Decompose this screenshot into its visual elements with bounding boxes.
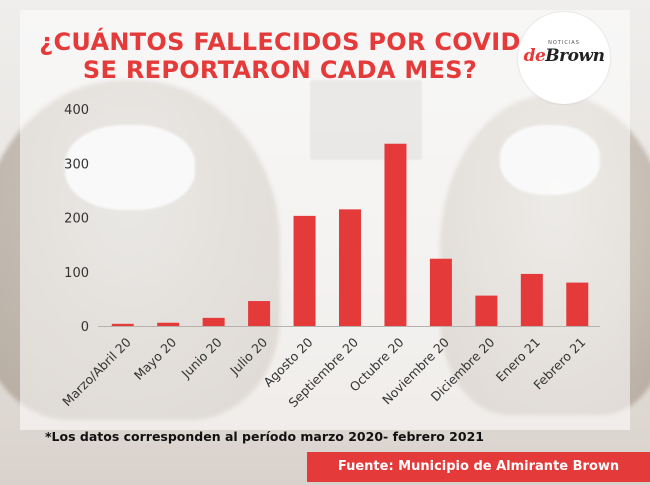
bar xyxy=(429,258,452,326)
bar xyxy=(384,143,407,326)
source-banner: Fuente: Municipio de Almirante Brown xyxy=(307,452,650,482)
bar xyxy=(566,282,589,326)
logo-suffix: Brown xyxy=(545,46,605,66)
y-tick-label: 0 xyxy=(81,320,89,335)
y-tick-label: 200 xyxy=(64,212,89,227)
bar xyxy=(339,209,361,326)
debrown-logo: NOTICIAS deBrown xyxy=(518,12,610,104)
x-tick-label: Junio 20 xyxy=(178,334,225,381)
y-tick-label: 100 xyxy=(64,266,89,281)
logo-tagline: NOTICIAS xyxy=(548,40,580,46)
logo-prefix: de xyxy=(523,46,546,66)
bar xyxy=(157,322,180,326)
bar xyxy=(248,301,271,326)
bar xyxy=(520,273,543,326)
bar xyxy=(202,317,225,326)
y-tick-label: 300 xyxy=(64,157,89,172)
y-tick-label: 400 xyxy=(64,103,89,118)
bar xyxy=(293,215,316,326)
x-tick-label: Marzo/Abril 20 xyxy=(59,334,134,409)
chart-title-line2: SE REPORTARON CADA MES? xyxy=(82,56,478,84)
x-tick-label: Julio 20 xyxy=(226,334,270,378)
logo-wordmark: deBrown xyxy=(518,46,610,66)
bar xyxy=(111,323,134,326)
chart-title-line1: ¿CUÁNTOS FALLECIDOS POR COVID xyxy=(39,28,521,56)
footnote: *Los datos corresponden al período marzo… xyxy=(45,429,484,444)
bar xyxy=(475,295,498,326)
chart-title: ¿CUÁNTOS FALLECIDOS POR COVID SE REPORTA… xyxy=(0,28,560,84)
x-tick-label: Mayo 20 xyxy=(131,334,179,382)
